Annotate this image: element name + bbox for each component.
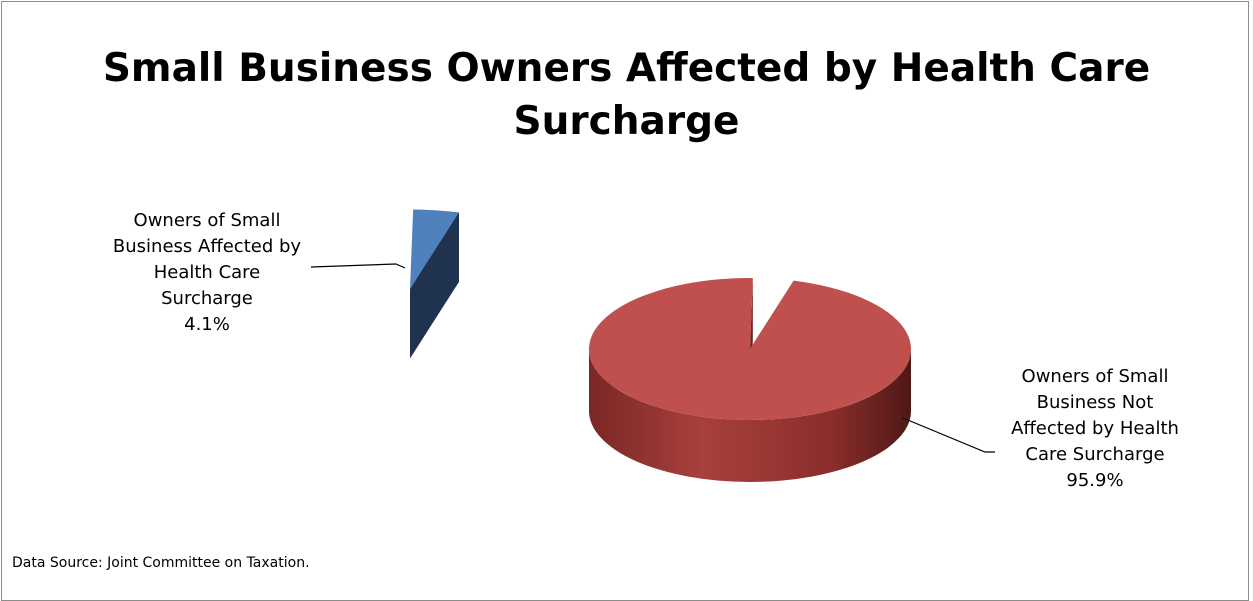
leader-line-not-affected [902,417,995,453]
pie-chart [310,209,995,482]
slice-label-line: Business Not [1036,392,1154,413]
slice-value-label: 95.9% [1066,470,1124,491]
slice-label-line: Owners of Small [133,210,281,231]
leader-line-affected [310,263,406,269]
pie-slice-top [589,278,912,420]
slice-label-affected: Owners of Small Business Affected by Hea… [62,208,352,338]
data-source-note: Data Source: Joint Committee on Taxation… [12,555,310,571]
pie-slice-top [410,209,459,289]
chart-title: Small Business Owners Affected by Health… [102,46,1151,144]
slice-label-line: Owners of Small [1021,366,1169,387]
slice-label-line: Care Surcharge [1025,444,1165,465]
slice-label-line: Business Affected by [112,236,302,257]
slice-label-not-affected: Owners of Small Business Not Affected by… [960,364,1230,494]
pie-slice-side [589,349,911,482]
slice-label-line: Affected by Health [1011,418,1179,439]
pie-slice-not-affected [589,278,912,482]
slice-value-label: 4.1% [184,314,230,335]
slice-label-line: Health Care [153,262,261,283]
pie-slice-affected [410,209,459,359]
slice-label-line: Surcharge [161,288,253,309]
